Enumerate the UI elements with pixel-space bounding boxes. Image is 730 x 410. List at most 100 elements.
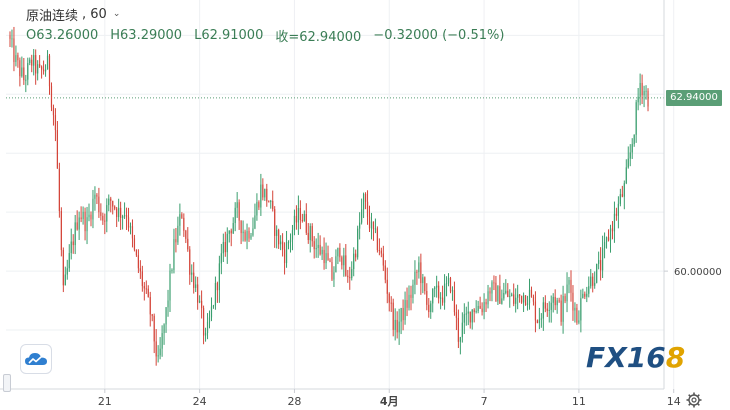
candle xyxy=(479,296,481,309)
candle-body xyxy=(297,208,299,223)
candle-body xyxy=(173,239,175,270)
candle xyxy=(355,249,357,262)
candle-body xyxy=(619,194,621,204)
candle xyxy=(637,88,639,111)
candle-body xyxy=(165,307,167,325)
candle-body xyxy=(440,297,442,299)
candle-body xyxy=(94,194,96,199)
candle xyxy=(201,290,203,319)
candle xyxy=(605,236,608,249)
candle xyxy=(568,276,570,294)
candle-body xyxy=(605,237,608,243)
candle-body xyxy=(386,279,388,294)
candle-body xyxy=(355,253,357,258)
candle xyxy=(11,29,13,48)
candle xyxy=(331,257,333,281)
candle-body xyxy=(451,290,454,292)
candle-body xyxy=(280,241,282,245)
y-tick-label: 60.00000 xyxy=(674,267,722,278)
candle xyxy=(141,265,143,292)
candle xyxy=(345,244,347,277)
candle-body xyxy=(120,207,122,218)
scroll-handle[interactable] xyxy=(3,374,11,392)
candle-body xyxy=(27,63,29,80)
candle-body xyxy=(307,232,309,241)
candle xyxy=(106,198,108,233)
candle xyxy=(501,289,503,305)
candle-body xyxy=(303,213,305,221)
candle xyxy=(400,307,402,335)
candle xyxy=(372,221,375,241)
fx168-logo: FX168 xyxy=(586,341,685,375)
candle xyxy=(339,243,341,262)
candle-body xyxy=(135,249,138,256)
candle-body xyxy=(137,255,139,269)
candle-body xyxy=(627,158,629,168)
candle-body xyxy=(131,226,134,239)
candle xyxy=(159,337,161,360)
candle xyxy=(588,276,590,298)
candle xyxy=(570,270,572,302)
candle-body xyxy=(214,282,217,306)
candle xyxy=(297,195,299,235)
gear-icon[interactable] xyxy=(686,392,702,408)
candle-body xyxy=(388,293,390,303)
interval-label: , 60 xyxy=(82,6,107,22)
candle xyxy=(325,242,327,270)
candle xyxy=(477,300,479,314)
candle-body xyxy=(398,321,400,333)
candle-body xyxy=(368,216,371,229)
candle-body xyxy=(449,277,452,292)
candle xyxy=(276,225,278,249)
candle xyxy=(414,260,416,295)
candle-body xyxy=(25,79,27,81)
candle-body xyxy=(548,309,550,311)
candle-body xyxy=(528,289,531,304)
candle-body xyxy=(542,302,544,319)
candle xyxy=(635,99,637,143)
candle xyxy=(151,313,153,322)
candle-body xyxy=(517,294,519,298)
last-price-tag: 62.94000 xyxy=(666,89,722,106)
candle-body xyxy=(613,213,616,232)
candle-body xyxy=(600,260,602,271)
candle xyxy=(633,134,635,147)
candle-body xyxy=(266,188,268,202)
candle xyxy=(629,144,631,167)
candle-body xyxy=(60,211,62,251)
candle xyxy=(489,287,491,302)
candle xyxy=(25,74,27,93)
candle-body xyxy=(299,208,301,220)
candle xyxy=(469,311,471,329)
candle-body xyxy=(80,217,82,220)
candle xyxy=(522,292,525,312)
candle xyxy=(327,245,329,261)
candle-body xyxy=(157,355,159,357)
candle xyxy=(556,297,558,314)
candle-body xyxy=(167,300,169,308)
candle-body xyxy=(465,313,467,315)
candle xyxy=(218,255,220,303)
candle xyxy=(625,159,627,185)
candle xyxy=(78,211,80,240)
candle-body xyxy=(185,230,187,239)
candle xyxy=(643,85,645,108)
candle-body xyxy=(443,283,446,303)
logo-one: 1 xyxy=(626,341,647,374)
candle xyxy=(252,217,254,237)
candle-body xyxy=(264,188,266,198)
symbol-selector[interactable]: 原油连续 , 60 ⌄ xyxy=(26,4,504,24)
candle xyxy=(268,200,270,203)
candle xyxy=(94,186,96,211)
chevron-down-icon[interactable]: ⌄ xyxy=(112,9,121,19)
candle xyxy=(617,196,619,229)
candle-body xyxy=(110,198,112,201)
candle xyxy=(104,213,106,235)
candle-body xyxy=(576,307,578,323)
candle-body xyxy=(645,90,647,92)
candle xyxy=(143,282,145,301)
candle-body xyxy=(108,198,110,206)
candle xyxy=(347,269,349,283)
cloud-chart-button[interactable] xyxy=(20,344,52,374)
